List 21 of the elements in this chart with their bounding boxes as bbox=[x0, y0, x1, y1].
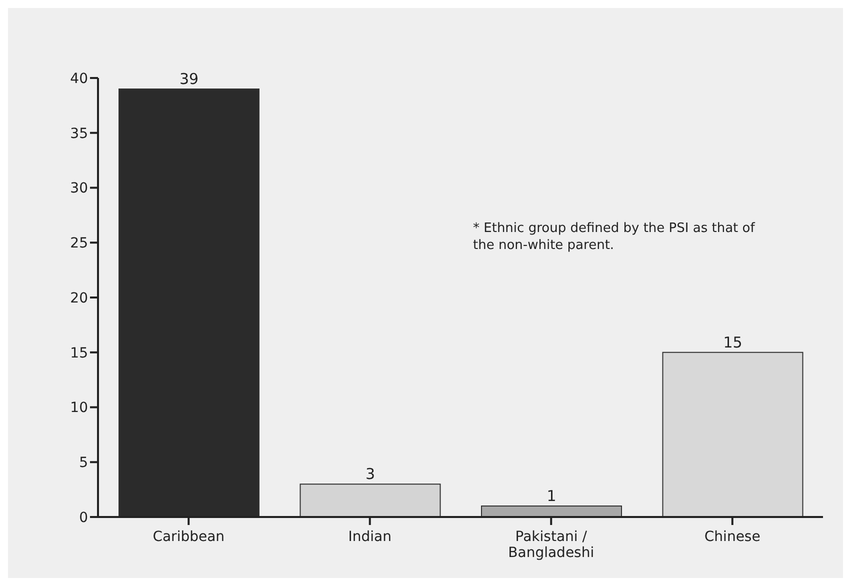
y-tick-label: 30 bbox=[70, 180, 88, 197]
bar bbox=[662, 352, 804, 517]
y-tick-label: 15 bbox=[70, 345, 88, 362]
y-tick-label: 5 bbox=[79, 455, 88, 472]
annotation: * Ethnic group defined by the PSI as that of the non-white parent. bbox=[473, 220, 756, 254]
x-tick-label: Caribbean bbox=[152, 529, 225, 545]
y-tick-label: 20 bbox=[70, 290, 88, 306]
data-label: 3 bbox=[365, 465, 376, 484]
bar bbox=[300, 484, 441, 517]
x-tick-label: Pakistani / Bangladeshi bbox=[508, 529, 594, 561]
y-tick-label: 40 bbox=[70, 70, 88, 87]
y-tick-label: 25 bbox=[70, 236, 88, 252]
y-tick-label: 0 bbox=[79, 510, 88, 526]
y-tick-label: 35 bbox=[70, 126, 88, 142]
y-tick-label: 10 bbox=[70, 400, 88, 416]
data-label: 15 bbox=[723, 333, 742, 352]
x-tick-label: Chinese bbox=[704, 529, 760, 545]
x-tick-label: Indian bbox=[348, 529, 392, 545]
data-label: 39 bbox=[179, 70, 199, 88]
data-label: 1 bbox=[546, 487, 556, 506]
bar bbox=[481, 506, 622, 517]
